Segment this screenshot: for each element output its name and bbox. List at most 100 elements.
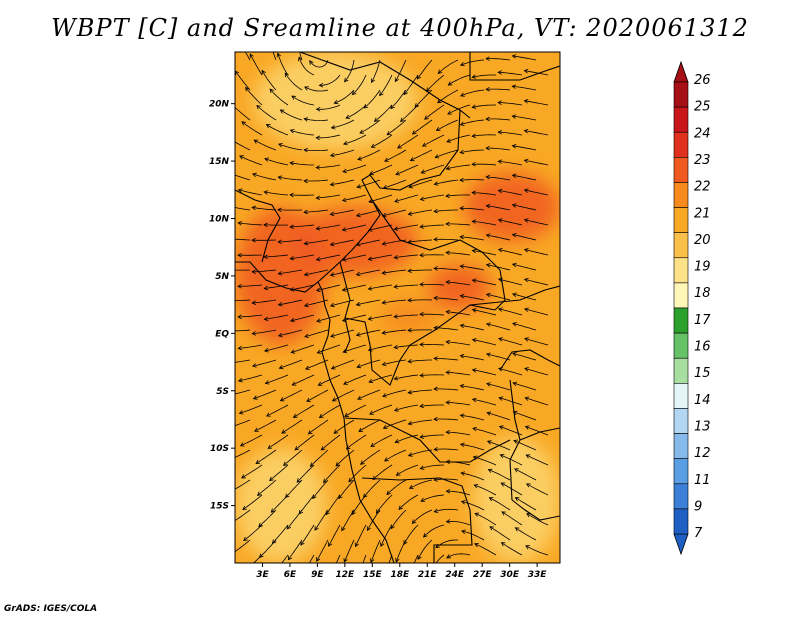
- streamline: [318, 374, 341, 386]
- streamline: [256, 105, 277, 121]
- streamline-arrowhead: [256, 491, 262, 496]
- streamline: [239, 155, 263, 166]
- streamline: [371, 59, 381, 83]
- streamline-arrowhead: [291, 381, 297, 386]
- streamline: [445, 194, 471, 197]
- streamline-arrowhead: [341, 287, 347, 292]
- streamline: [356, 329, 381, 336]
- streamline-arrowhead: [241, 121, 246, 126]
- streamline-arrowhead: [304, 333, 309, 338]
- streamline: [342, 224, 367, 231]
- streamline-arrowhead: [397, 144, 402, 149]
- streamline: [383, 419, 407, 429]
- streamline: [460, 89, 485, 97]
- streamline: [408, 389, 433, 394]
- streamline: [419, 254, 445, 256]
- streamline-arrowhead: [459, 323, 465, 329]
- streamline-arrowhead: [305, 365, 310, 370]
- streamline-arrowhead: [277, 239, 282, 245]
- wbpt-region-equatorial-patch: [381, 298, 437, 334]
- streamline: [342, 284, 367, 291]
- streamline: [333, 419, 355, 434]
- streamline: [524, 70, 549, 76]
- streamline-arrowhead: [433, 508, 439, 513]
- streamline-arrowhead: [381, 361, 387, 367]
- streamline-arrowhead: [460, 500, 466, 505]
- streamline-arrowhead: [227, 172, 231, 176]
- streamline-arrowhead: [371, 78, 376, 84]
- streamline: [525, 397, 549, 406]
- streamline-arrowhead: [421, 142, 427, 147]
- streamline-arrowhead: [446, 138, 452, 143]
- streamline: [254, 419, 277, 432]
- streamline-arrowhead: [342, 140, 348, 146]
- streamline-arrowhead: [393, 226, 399, 231]
- lon-tick-label: 24E: [445, 570, 465, 580]
- streamline: [371, 134, 393, 148]
- streamline-arrowhead: [511, 173, 517, 179]
- streamline: [498, 160, 523, 166]
- streamline: [474, 484, 497, 496]
- lat-tick-label: 15N: [209, 157, 230, 167]
- streamline-arrowhead: [331, 397, 337, 402]
- streamline-arrowhead: [265, 412, 271, 417]
- streamline: [264, 191, 289, 196]
- streamline: [486, 264, 511, 271]
- streamline-arrowhead: [237, 252, 242, 258]
- streamline: [472, 192, 497, 196]
- streamline: [446, 431, 471, 436]
- streamline: [356, 359, 381, 368]
- streamline-arrowhead: [342, 348, 348, 354]
- streamline-arrowhead: [393, 407, 399, 412]
- streamline-arrowhead: [523, 248, 529, 253]
- streamline-arrowhead: [511, 203, 517, 208]
- colorbar-swatch: [673, 357, 689, 384]
- streamline: [343, 374, 367, 385]
- streamline-arrowhead: [501, 511, 507, 516]
- streamline: [498, 71, 523, 76]
- streamline: [235, 479, 251, 490]
- streamline-arrowhead: [512, 381, 518, 387]
- streamline-arrowhead: [486, 411, 492, 416]
- streamline: [341, 509, 355, 531]
- streamline-arrowhead: [471, 248, 477, 254]
- streamline-arrowhead: [341, 227, 347, 232]
- streamline-arrowhead: [256, 104, 261, 110]
- streamline: [472, 134, 497, 137]
- streamline: [342, 254, 367, 261]
- streamline-arrowhead: [471, 219, 477, 224]
- streamline: [435, 149, 459, 158]
- streamline: [416, 59, 433, 80]
- streamline-arrowhead: [445, 488, 451, 494]
- streamline: [525, 426, 549, 436]
- colorbar-lower-arrow: [673, 533, 689, 556]
- streamline: [488, 469, 511, 481]
- streamline: [382, 329, 407, 334]
- streamline: [304, 239, 329, 245]
- streamline: [342, 194, 367, 201]
- streamline-arrowhead: [348, 477, 353, 483]
- streamline-arrowhead: [525, 545, 530, 550]
- streamline: [266, 404, 289, 417]
- streamline: [436, 119, 459, 131]
- streamline-arrowhead: [254, 427, 259, 432]
- streamline: [460, 385, 485, 391]
- streamline: [238, 314, 263, 318]
- streamline-arrowhead: [238, 40, 242, 44]
- streamline: [400, 104, 419, 122]
- streamline: [382, 209, 407, 217]
- streamline-arrowhead: [287, 555, 293, 561]
- streamline-arrowhead: [263, 348, 269, 353]
- streamline-arrowhead: [471, 161, 476, 167]
- streamline-arrowhead: [315, 226, 321, 231]
- streamline-arrowhead: [445, 250, 450, 256]
- streamline: [362, 554, 367, 563]
- streamline-arrowhead: [393, 344, 399, 350]
- streamline-arrowhead: [498, 396, 504, 401]
- streamline-arrowhead: [367, 286, 373, 291]
- streamline-arrowhead: [251, 205, 257, 211]
- streamline: [395, 164, 419, 175]
- streamline: [407, 329, 433, 331]
- streamline: [356, 209, 381, 217]
- streamline: [331, 119, 355, 129]
